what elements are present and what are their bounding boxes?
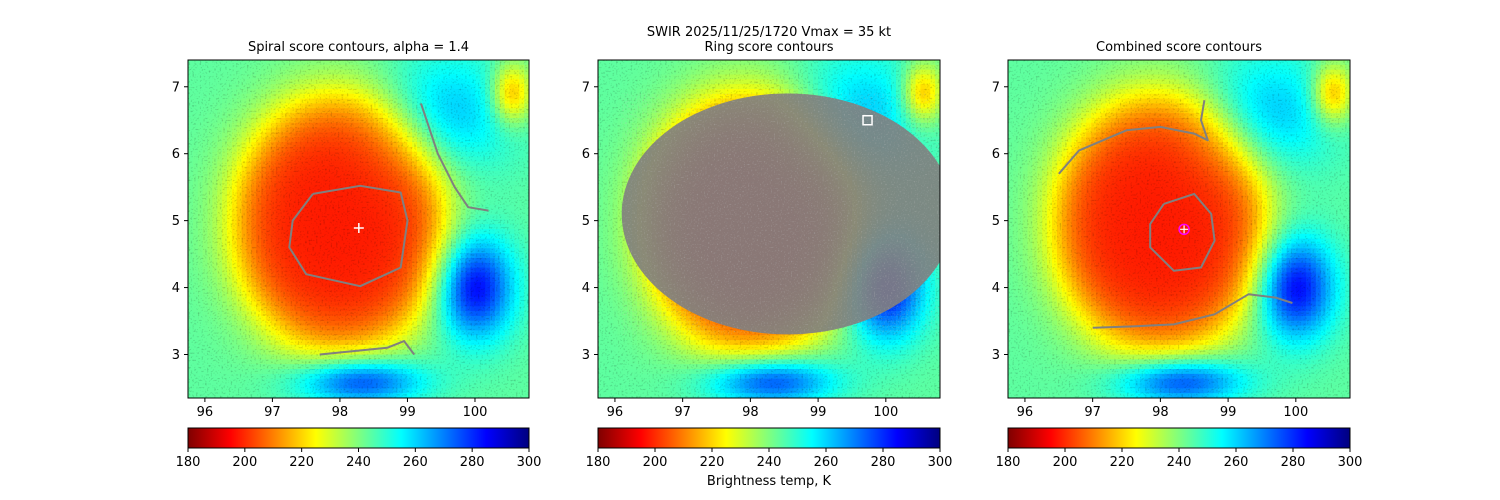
x-tick-label: 97 xyxy=(674,405,691,420)
x-tick-label: 98 xyxy=(332,405,349,420)
x-tick-label: 98 xyxy=(742,405,759,420)
colorbar: 180 200 220 240 260 280 300 xyxy=(586,427,953,470)
y-tick-label: 3 xyxy=(992,348,1000,363)
y-tick-label: 6 xyxy=(992,147,1000,162)
colorbar-tick-label: 180 xyxy=(586,455,611,470)
y-tick-label: 7 xyxy=(992,80,1000,95)
y-tick-label: 6 xyxy=(172,147,180,162)
colorbar-tick-label: 220 xyxy=(1110,455,1135,470)
axes-frame xyxy=(1007,59,1351,399)
center-marker-plus xyxy=(1180,225,1189,234)
x-tick-label: 99 xyxy=(1220,405,1237,420)
colorbar-tick-label: 200 xyxy=(232,455,257,470)
contour-line-3 xyxy=(420,103,489,212)
colorbar: 180 200 220 240 260 280 300 xyxy=(996,427,1363,470)
colorbar-tick-label: 300 xyxy=(517,455,542,470)
contour-line-3 xyxy=(1092,293,1293,329)
colorbar-tick-label: 240 xyxy=(346,455,371,470)
colorbar-gradient xyxy=(187,427,530,449)
panel-title: Combined score contours xyxy=(1096,40,1262,55)
colorbar-gradient xyxy=(1007,427,1351,449)
x-tick-label: 99 xyxy=(399,405,416,420)
y-tick-label: 5 xyxy=(992,214,1000,229)
contour-line-2 xyxy=(319,340,415,356)
x-tick-label: 97 xyxy=(1084,405,1101,420)
x-tick-label: 100 xyxy=(1283,405,1308,420)
colorbar-tick-label: 280 xyxy=(460,455,485,470)
heatmap-image xyxy=(188,60,529,398)
colorbar-tick-label: 180 xyxy=(176,455,201,470)
x-tick-label: 97 xyxy=(264,405,281,420)
center-marker-circle xyxy=(1178,223,1190,236)
contour-line-2 xyxy=(1058,100,1209,175)
panel-3: Combined score contours 96 97 98 99 100 3 4 5 6 7 1… xyxy=(992,40,1363,470)
figure-suptitle: SWIR 2025/11/25/1720 Vmax = 35 kt xyxy=(647,25,891,40)
x-tick-label: 96 xyxy=(1017,405,1034,420)
y-tick-label: 7 xyxy=(172,80,180,95)
y-tick-label: 4 xyxy=(582,281,590,296)
x-tick-label: 99 xyxy=(810,405,827,420)
x-tick-label: 100 xyxy=(873,405,898,420)
heatmap-image xyxy=(1008,60,1350,398)
colorbar-label: Brightness temp, K xyxy=(707,474,832,489)
axes-frame xyxy=(597,59,941,399)
x-tick-label: 100 xyxy=(463,405,488,420)
x-tick-label: 98 xyxy=(1152,405,1169,420)
colorbar-tick-label: 240 xyxy=(757,455,782,470)
colorbar-tick-label: 300 xyxy=(1338,455,1363,470)
colorbar-tick-label: 260 xyxy=(403,455,428,470)
y-tick-label: 6 xyxy=(582,147,590,162)
colorbar-tick-label: 220 xyxy=(289,455,314,470)
y-tick-label: 3 xyxy=(172,348,180,363)
ring-score-texture xyxy=(621,93,940,335)
y-tick-label: 3 xyxy=(582,348,590,363)
colorbar-tick-label: 280 xyxy=(1281,455,1306,470)
colorbar-tick-label: 200 xyxy=(643,455,668,470)
colorbar-tick-label: 300 xyxy=(928,455,953,470)
colorbar-tick-label: 280 xyxy=(871,455,896,470)
x-tick-label: 96 xyxy=(197,405,214,420)
axes-frame xyxy=(187,59,530,399)
panels: Spiral score contours, alpha = 1.4 96 97 98… xyxy=(172,40,1363,470)
y-tick-label: 4 xyxy=(992,281,1000,296)
y-tick-label: 7 xyxy=(582,80,590,95)
contour-line-1 xyxy=(288,184,409,288)
panel-title: Ring score contours xyxy=(704,40,833,55)
panel-title: Spiral score contours, alpha = 1.4 xyxy=(248,40,469,55)
y-tick-label: 5 xyxy=(582,214,590,229)
colorbar-tick-label: 260 xyxy=(814,455,839,470)
y-tick-label: 4 xyxy=(172,281,180,296)
colorbar-tick-label: 180 xyxy=(996,455,1021,470)
colorbar-tick-label: 260 xyxy=(1224,455,1249,470)
center-marker-plus xyxy=(353,222,364,233)
colorbar-tick-label: 240 xyxy=(1167,455,1192,470)
contour-line-1 xyxy=(1149,192,1216,272)
x-tick-label: 96 xyxy=(607,405,624,420)
colorbar-tick-label: 200 xyxy=(1053,455,1078,470)
panel-1: Spiral score contours, alpha = 1.4 96 97 98… xyxy=(172,40,542,470)
center-marker-square xyxy=(862,114,873,126)
colorbar-gradient xyxy=(597,427,941,449)
panel-2: Ring score contours 96 97 98 99 100 3 4 5 6 7 180 20… xyxy=(582,40,953,470)
y-tick-label: 5 xyxy=(172,214,180,229)
colorbar: 180 200 220 240 260 280 300 xyxy=(176,427,542,470)
colorbar-tick-label: 220 xyxy=(700,455,725,470)
